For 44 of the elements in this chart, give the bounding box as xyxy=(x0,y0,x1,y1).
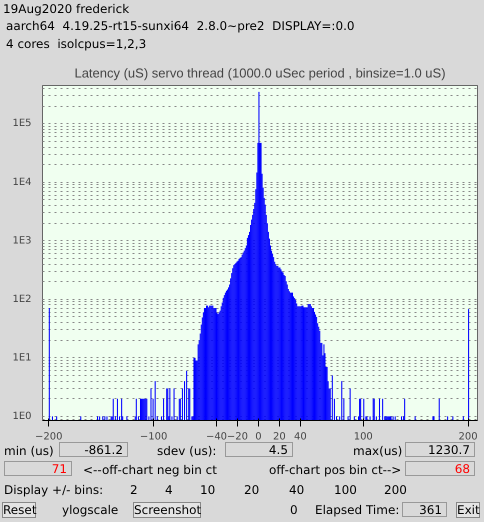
x-tick-label: −100 xyxy=(140,432,168,442)
text: <--off-chart neg bin ct xyxy=(83,463,217,478)
text: 100 xyxy=(334,483,357,498)
text: 19Aug2020 frederick xyxy=(3,2,130,17)
text: sdev (us): xyxy=(157,444,216,459)
text: 4 cores isolcpus=1,2,3 xyxy=(6,37,146,52)
x-tick-label: 20 xyxy=(273,432,286,442)
x-tick-label: −200 xyxy=(35,432,63,442)
y-tick-label: 1E4 xyxy=(12,176,32,188)
text: 71 xyxy=(4,461,72,476)
text: Reset xyxy=(2,502,37,518)
x-tick-label: 0 xyxy=(255,432,262,442)
y-tick-label: 1E0 xyxy=(12,410,32,422)
y-tick-label: 1E1 xyxy=(12,352,32,364)
text: Screenshot xyxy=(133,502,202,518)
text: 200 xyxy=(384,483,407,498)
x-tick-label: −40 xyxy=(206,432,228,442)
text: ylogscale xyxy=(62,503,118,518)
text: 361 xyxy=(402,502,447,517)
text: 4 xyxy=(165,483,173,498)
text: off-chart pos bin ct--> xyxy=(269,463,402,478)
x-tick-label: 100 xyxy=(354,432,373,442)
text: aarch64 4.19.25-rt15-sunxi64 2.8.0~pre2 DISPLAY=:0.0 xyxy=(6,19,355,34)
text: 20 xyxy=(244,483,260,498)
y-tick-label: 1E2 xyxy=(12,294,32,305)
text: max(us) xyxy=(353,444,402,459)
text: Display +/- bins: xyxy=(4,483,104,498)
text: min (us) xyxy=(4,444,54,459)
x-tick-label: 40 xyxy=(294,432,307,442)
text: 0 xyxy=(290,503,298,518)
chart-title: Latency (uS) servo thread (1000.0 uSec period , binsize=1.0 uS) xyxy=(74,66,446,80)
text: 2 xyxy=(130,483,138,498)
text: 4.5 xyxy=(225,442,293,457)
y-tick-label: 1E5 xyxy=(12,118,32,130)
text: 40 xyxy=(289,483,304,498)
y-tick-label: 1E3 xyxy=(12,235,32,246)
x-tick-label: −20 xyxy=(226,432,248,442)
x-tick-label: 200 xyxy=(458,432,478,442)
text: 68 xyxy=(405,461,475,476)
text: 10 xyxy=(200,483,216,498)
text: -861.2 xyxy=(59,442,128,457)
text: Exit xyxy=(456,502,480,518)
text: Elapsed Time: xyxy=(315,503,400,518)
text: 1230.7 xyxy=(405,442,475,457)
